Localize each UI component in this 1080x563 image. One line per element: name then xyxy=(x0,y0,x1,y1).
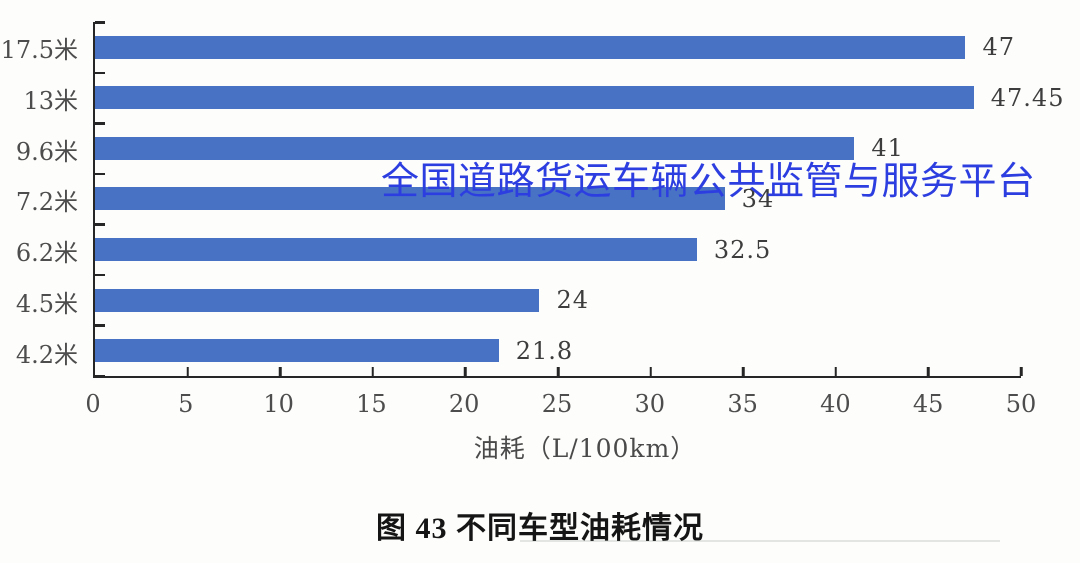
x-tick-label: 40 xyxy=(820,390,851,418)
category-label: 6.2米 xyxy=(15,239,78,268)
x-tick-label: 50 xyxy=(1005,390,1037,418)
x-tick-label: 5 xyxy=(178,390,194,418)
bar xyxy=(95,86,974,110)
y-axis-tick xyxy=(95,71,105,75)
x-tick-label: 10 xyxy=(263,390,294,418)
bar-row: 24 xyxy=(95,275,1021,326)
x-axis-tick-labels: 0 5 10 15 20 25 30 35 40 45 50 xyxy=(85,390,1036,418)
x-axis-tick xyxy=(1019,367,1023,376)
bar-row: 34 xyxy=(95,174,1021,225)
x-tick-label: 20 xyxy=(448,390,480,418)
bar-value-label: 41 xyxy=(871,134,904,163)
bar xyxy=(95,339,499,363)
x-axis-tick xyxy=(556,367,560,376)
y-axis-tick xyxy=(95,122,105,125)
category-label: 4.5米 xyxy=(15,290,78,319)
category-label: 7.2米 xyxy=(15,188,78,217)
bar-row: 21.8 xyxy=(95,325,1021,376)
y-axis-tick xyxy=(95,375,105,378)
x-tick-label: 35 xyxy=(727,390,758,418)
y-axis-tick xyxy=(95,223,105,226)
category-label: 13米 xyxy=(23,86,78,115)
x-axis-tick xyxy=(649,367,652,376)
bar-row: 32.5 xyxy=(95,224,1021,275)
x-tick-label: 45 xyxy=(912,390,944,418)
x-tick-label: 25 xyxy=(541,390,573,418)
x-tick-label: 15 xyxy=(356,390,387,418)
bar-value-label: 47 xyxy=(982,33,1015,62)
bottom-artifact-line xyxy=(520,540,1000,542)
y-axis-category-labels: 17.5米 13米 9.6米 7.2米 6.2米 4.5米 4.2米 xyxy=(0,22,78,378)
bar-value-label: 47.45 xyxy=(990,83,1065,112)
x-axis-tick xyxy=(741,367,745,376)
figure-caption: 图 43 不同车型油耗情况 xyxy=(376,512,704,545)
y-axis-tick xyxy=(95,273,105,277)
y-axis-tick xyxy=(95,21,105,24)
bar-row: 41 xyxy=(95,123,1021,174)
y-axis-tick xyxy=(95,324,105,327)
category-label: 9.6米 xyxy=(15,137,78,166)
bar-row: 47.45 xyxy=(95,73,1063,124)
plot-area: 47 47.45 41 34 32.5 24 21.8 xyxy=(93,21,1063,378)
bar-value-label: 34 xyxy=(741,184,775,213)
bar xyxy=(95,238,697,262)
x-axis-tick xyxy=(464,367,467,376)
category-label: 4.2米 xyxy=(15,341,78,370)
bar-value-label: 21.8 xyxy=(515,336,574,365)
watermark-text: 全国道路货运车辆公共监管与服务平台 xyxy=(381,161,1036,203)
x-axis-title: 油耗（L/100km） xyxy=(473,434,697,463)
bar xyxy=(95,136,855,160)
y-axis-tick xyxy=(95,172,105,176)
bar-row: 47 xyxy=(95,22,1021,73)
x-tick-label: 0 xyxy=(85,390,101,418)
bar-value-label: 24 xyxy=(556,286,590,315)
bar-value-label: 32.5 xyxy=(713,235,772,264)
x-axis-tick xyxy=(371,367,375,376)
bar xyxy=(95,35,966,59)
x-axis-tick xyxy=(834,367,838,376)
bar xyxy=(95,288,540,312)
x-axis-tick xyxy=(278,367,282,376)
x-tick-label: 30 xyxy=(634,390,666,418)
x-axis-tick xyxy=(186,367,189,376)
bar xyxy=(95,187,725,211)
category-label: 17.5米 xyxy=(0,35,78,64)
x-axis-tick xyxy=(927,367,930,376)
